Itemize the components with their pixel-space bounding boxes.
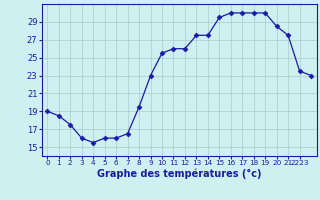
X-axis label: Graphe des températures (°c): Graphe des températures (°c) xyxy=(97,169,261,179)
